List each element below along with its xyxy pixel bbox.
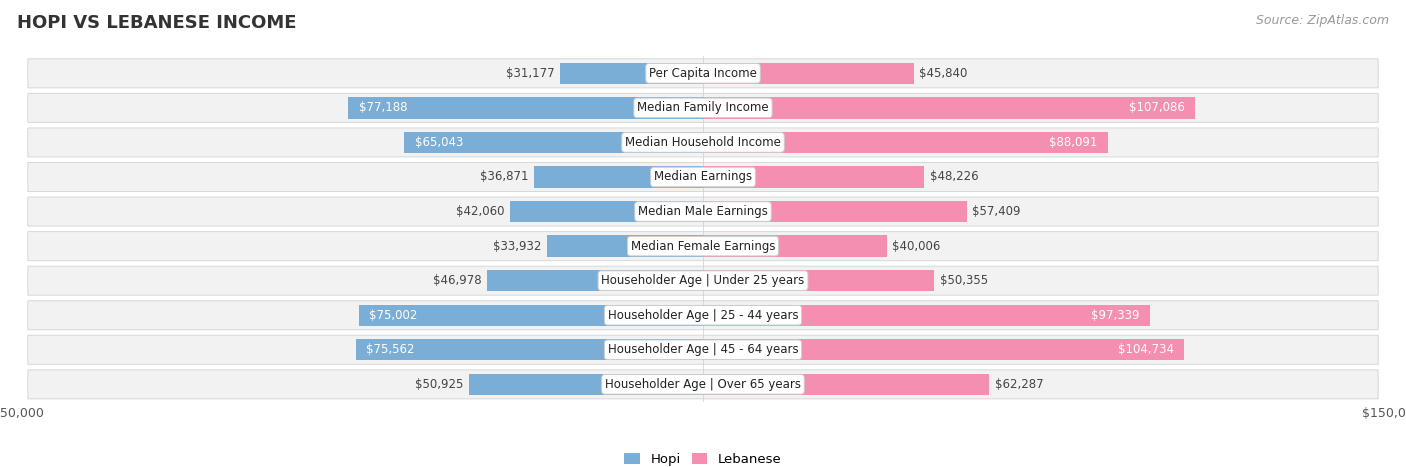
Text: $57,409: $57,409 — [972, 205, 1021, 218]
Text: Householder Age | Under 25 years: Householder Age | Under 25 years — [602, 274, 804, 287]
Text: $45,840: $45,840 — [920, 67, 967, 80]
Bar — [703, 235, 887, 257]
Bar — [510, 201, 703, 222]
Text: $40,006: $40,006 — [893, 240, 941, 253]
Bar — [356, 339, 703, 361]
Bar — [703, 374, 988, 395]
Text: $88,091: $88,091 — [1049, 136, 1097, 149]
Legend: Hopi, Lebanese: Hopi, Lebanese — [619, 447, 787, 467]
Text: $48,226: $48,226 — [929, 170, 979, 184]
FancyBboxPatch shape — [28, 128, 1378, 157]
Text: $97,339: $97,339 — [1091, 309, 1140, 322]
Bar — [703, 97, 1195, 119]
Text: Median Male Earnings: Median Male Earnings — [638, 205, 768, 218]
Text: $36,871: $36,871 — [479, 170, 529, 184]
Text: Median Female Earnings: Median Female Earnings — [631, 240, 775, 253]
Text: $65,043: $65,043 — [415, 136, 463, 149]
Text: $107,086: $107,086 — [1129, 101, 1184, 114]
FancyBboxPatch shape — [28, 266, 1378, 295]
Text: Median Family Income: Median Family Income — [637, 101, 769, 114]
FancyBboxPatch shape — [28, 93, 1378, 122]
Bar — [703, 63, 914, 84]
Text: Median Earnings: Median Earnings — [654, 170, 752, 184]
Text: $42,060: $42,060 — [456, 205, 505, 218]
Bar — [703, 201, 967, 222]
Text: $33,932: $33,932 — [494, 240, 541, 253]
Bar — [359, 304, 703, 326]
Text: $75,002: $75,002 — [368, 309, 418, 322]
Bar — [703, 270, 934, 291]
Bar — [703, 339, 1184, 361]
Bar — [547, 235, 703, 257]
Text: $104,734: $104,734 — [1118, 343, 1174, 356]
Text: $62,287: $62,287 — [994, 378, 1043, 391]
Text: $77,188: $77,188 — [359, 101, 408, 114]
Bar — [560, 63, 703, 84]
Text: Householder Age | 45 - 64 years: Householder Age | 45 - 64 years — [607, 343, 799, 356]
FancyBboxPatch shape — [28, 335, 1378, 364]
Bar — [349, 97, 703, 119]
Bar — [405, 132, 703, 153]
Text: $46,978: $46,978 — [433, 274, 482, 287]
FancyBboxPatch shape — [28, 163, 1378, 191]
Bar — [534, 166, 703, 188]
Bar — [703, 132, 1108, 153]
Text: $50,355: $50,355 — [939, 274, 988, 287]
FancyBboxPatch shape — [28, 197, 1378, 226]
Text: Householder Age | Over 65 years: Householder Age | Over 65 years — [605, 378, 801, 391]
Text: HOPI VS LEBANESE INCOME: HOPI VS LEBANESE INCOME — [17, 14, 297, 32]
Text: $50,925: $50,925 — [415, 378, 464, 391]
FancyBboxPatch shape — [28, 59, 1378, 88]
FancyBboxPatch shape — [28, 370, 1378, 399]
Text: Median Household Income: Median Household Income — [626, 136, 780, 149]
Text: $75,562: $75,562 — [367, 343, 415, 356]
Text: Per Capita Income: Per Capita Income — [650, 67, 756, 80]
Bar — [703, 304, 1150, 326]
FancyBboxPatch shape — [28, 301, 1378, 330]
Text: $31,177: $31,177 — [506, 67, 554, 80]
Bar — [703, 166, 925, 188]
FancyBboxPatch shape — [28, 232, 1378, 261]
Text: Householder Age | 25 - 44 years: Householder Age | 25 - 44 years — [607, 309, 799, 322]
Text: Source: ZipAtlas.com: Source: ZipAtlas.com — [1256, 14, 1389, 27]
Bar — [470, 374, 703, 395]
Bar — [488, 270, 703, 291]
